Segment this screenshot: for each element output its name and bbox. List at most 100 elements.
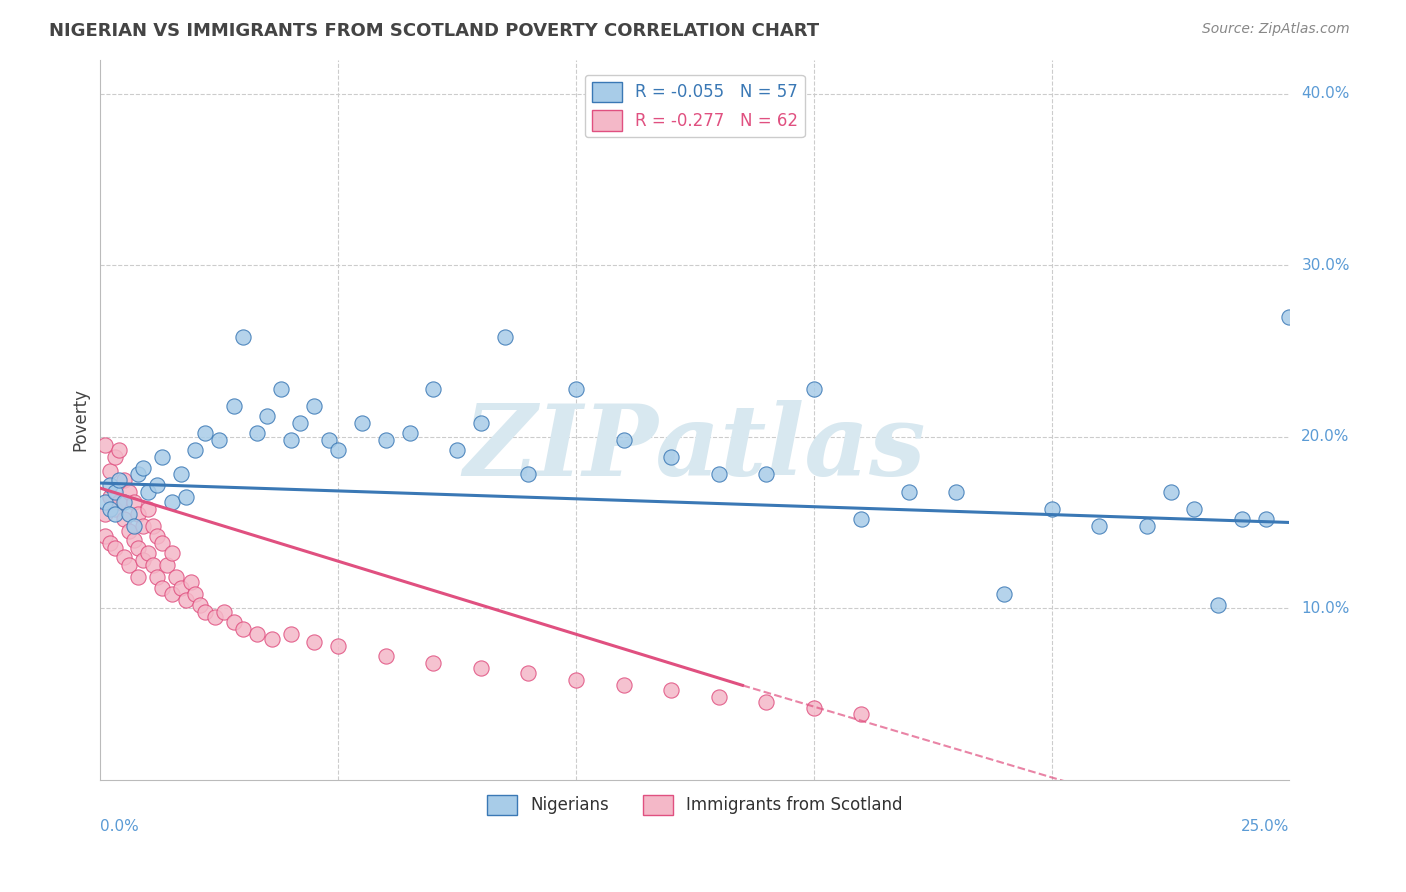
Point — [188, 598, 211, 612]
Point — [104, 507, 127, 521]
Point — [212, 605, 235, 619]
Text: 20.0%: 20.0% — [1302, 429, 1350, 444]
Text: ZIPatlas: ZIPatlas — [464, 401, 927, 497]
Point — [142, 558, 165, 573]
Point — [1160, 484, 1182, 499]
Point — [945, 484, 967, 499]
Point — [150, 581, 173, 595]
Point — [517, 467, 540, 482]
Point — [612, 433, 634, 447]
Point — [108, 443, 131, 458]
Point — [112, 495, 135, 509]
Point — [136, 484, 159, 499]
Point — [328, 639, 350, 653]
Point — [374, 433, 396, 447]
Point — [803, 382, 825, 396]
Point — [304, 399, 326, 413]
Point — [127, 507, 149, 521]
Point — [170, 467, 193, 482]
Point — [142, 519, 165, 533]
Point — [118, 507, 141, 521]
Point — [565, 382, 588, 396]
Point — [256, 409, 278, 424]
Point — [993, 587, 1015, 601]
Point — [350, 416, 373, 430]
Point — [136, 546, 159, 560]
Point — [104, 541, 127, 556]
Point — [104, 450, 127, 465]
Point — [707, 467, 730, 482]
Point — [160, 587, 183, 601]
Point — [446, 443, 468, 458]
Point — [208, 433, 231, 447]
Point — [1136, 519, 1159, 533]
Point — [146, 529, 169, 543]
Point — [194, 426, 217, 441]
Point — [659, 683, 682, 698]
Point — [98, 464, 121, 478]
Point — [104, 501, 127, 516]
Point — [755, 696, 778, 710]
Point — [127, 570, 149, 584]
Point — [494, 330, 516, 344]
Point — [122, 519, 145, 533]
Point — [1254, 512, 1277, 526]
Point — [803, 700, 825, 714]
Point — [422, 656, 444, 670]
Text: 0.0%: 0.0% — [100, 819, 139, 834]
Point — [897, 484, 920, 499]
Text: 10.0%: 10.0% — [1302, 600, 1350, 615]
Point — [112, 549, 135, 564]
Point — [565, 673, 588, 688]
Point — [851, 707, 873, 722]
Point — [232, 330, 254, 344]
Point — [612, 678, 634, 692]
Point — [1278, 310, 1301, 324]
Point — [156, 558, 179, 573]
Point — [755, 467, 778, 482]
Point — [108, 495, 131, 509]
Point — [150, 536, 173, 550]
Text: Source: ZipAtlas.com: Source: ZipAtlas.com — [1202, 22, 1350, 37]
Point — [132, 519, 155, 533]
Point — [851, 512, 873, 526]
Legend: Nigerians, Immigrants from Scotland: Nigerians, Immigrants from Scotland — [481, 788, 910, 822]
Point — [184, 443, 207, 458]
Point — [122, 533, 145, 547]
Point — [118, 524, 141, 538]
Point — [98, 501, 121, 516]
Point — [318, 433, 340, 447]
Point — [94, 529, 117, 543]
Point — [270, 382, 292, 396]
Point — [127, 541, 149, 556]
Point — [232, 622, 254, 636]
Point — [98, 490, 121, 504]
Point — [180, 575, 202, 590]
Point — [1230, 512, 1253, 526]
Point — [136, 501, 159, 516]
Point — [132, 553, 155, 567]
Text: NIGERIAN VS IMMIGRANTS FROM SCOTLAND POVERTY CORRELATION CHART: NIGERIAN VS IMMIGRANTS FROM SCOTLAND POV… — [49, 22, 820, 40]
Point — [150, 450, 173, 465]
Point — [328, 443, 350, 458]
Point — [127, 467, 149, 482]
Point — [288, 416, 311, 430]
Point — [222, 615, 245, 629]
Point — [707, 690, 730, 705]
Point — [1040, 501, 1063, 516]
Point — [94, 507, 117, 521]
Point — [98, 536, 121, 550]
Point — [1182, 501, 1205, 516]
Point — [174, 490, 197, 504]
Point — [374, 649, 396, 664]
Point — [222, 399, 245, 413]
Point — [112, 473, 135, 487]
Point — [1206, 598, 1229, 612]
Point — [184, 587, 207, 601]
Text: 25.0%: 25.0% — [1241, 819, 1289, 834]
Point — [104, 484, 127, 499]
Point — [260, 632, 283, 646]
Point — [170, 581, 193, 595]
Point — [194, 605, 217, 619]
Point — [146, 570, 169, 584]
